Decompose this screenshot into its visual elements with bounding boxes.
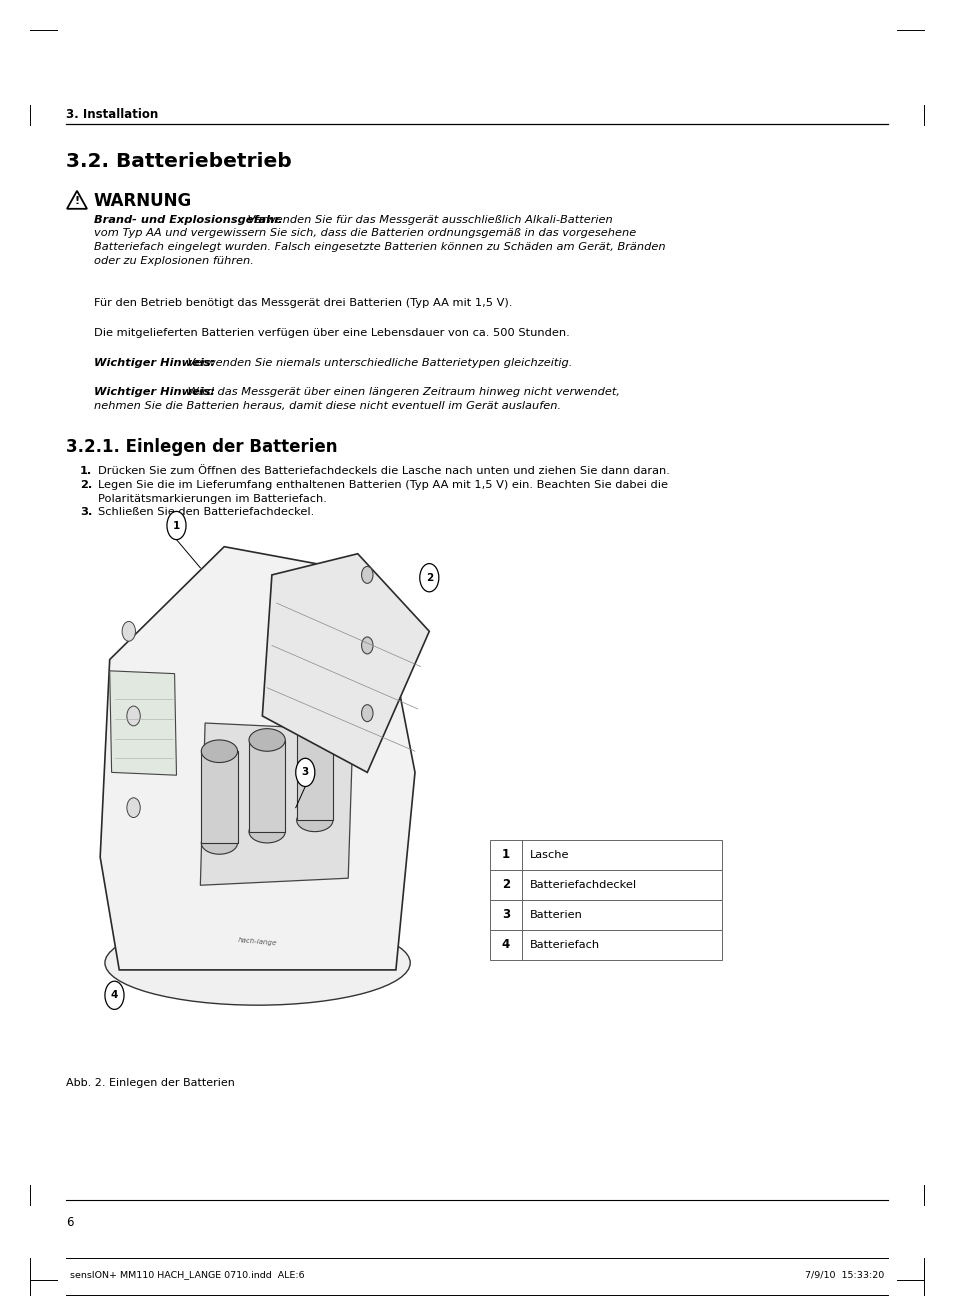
Circle shape xyxy=(167,511,186,540)
Text: hach-lange: hach-lange xyxy=(237,937,277,946)
Ellipse shape xyxy=(249,820,285,842)
Polygon shape xyxy=(200,723,353,886)
Text: 1: 1 xyxy=(501,849,510,862)
Text: 3.2. Batteriebetrieb: 3.2. Batteriebetrieb xyxy=(66,152,292,172)
Circle shape xyxy=(361,637,373,654)
Polygon shape xyxy=(201,751,237,842)
Text: Verwenden Sie niemals unterschiedliche Batterietypen gleichzeitig.: Verwenden Sie niemals unterschiedliche B… xyxy=(184,358,572,368)
Polygon shape xyxy=(262,554,429,773)
Text: 1.: 1. xyxy=(80,466,92,477)
Polygon shape xyxy=(100,546,415,969)
Text: 2: 2 xyxy=(501,879,510,892)
Bar xyxy=(490,870,721,900)
Circle shape xyxy=(419,563,438,592)
Text: Schließen Sie den Batteriefachdeckel.: Schließen Sie den Batteriefachdeckel. xyxy=(98,507,314,517)
Polygon shape xyxy=(249,740,285,832)
Text: Drücken Sie zum Öffnen des Batteriefachdeckels die Lasche nach unten und ziehen : Drücken Sie zum Öffnen des Batteriefachd… xyxy=(98,466,669,477)
Ellipse shape xyxy=(105,921,410,1005)
Text: 7/9/10  15:33:20: 7/9/10 15:33:20 xyxy=(804,1271,883,1280)
Text: Abb. 2. Einlegen der Batterien: Abb. 2. Einlegen der Batterien xyxy=(66,1078,234,1089)
Text: 3: 3 xyxy=(501,909,510,921)
Polygon shape xyxy=(296,728,333,820)
Bar xyxy=(490,840,721,870)
Circle shape xyxy=(361,705,373,722)
Text: Wichtiger Hinweis:: Wichtiger Hinweis: xyxy=(94,386,214,397)
Ellipse shape xyxy=(201,740,237,762)
Ellipse shape xyxy=(249,728,285,751)
Text: 3.: 3. xyxy=(80,507,92,517)
Text: 4: 4 xyxy=(111,990,118,1001)
Text: Wird das Messgerät über einen längeren Zeitraum hinweg nicht verwendet,: Wird das Messgerät über einen längeren Z… xyxy=(184,386,619,397)
Text: Batterien: Batterien xyxy=(530,910,582,920)
Text: 2: 2 xyxy=(425,572,433,583)
Circle shape xyxy=(127,706,140,726)
Text: sensION+ MM110 HACH_LANGE 0710.indd  ALE:6: sensION+ MM110 HACH_LANGE 0710.indd ALE:… xyxy=(70,1271,304,1280)
Text: 4: 4 xyxy=(501,938,510,951)
Text: Batteriefachdeckel: Batteriefachdeckel xyxy=(530,880,637,889)
Text: WARNUNG: WARNUNG xyxy=(94,193,193,210)
Text: Die mitgelieferten Batterien verfügen über eine Lebensdauer von ca. 500 Stunden.: Die mitgelieferten Batterien verfügen üb… xyxy=(94,328,569,338)
Text: 3. Installation: 3. Installation xyxy=(66,107,158,121)
Ellipse shape xyxy=(296,810,333,832)
Text: Verwenden Sie für das Messgerät ausschließlich Alkali-Batterien: Verwenden Sie für das Messgerät ausschli… xyxy=(244,215,612,225)
Circle shape xyxy=(127,798,140,817)
Text: vom Typ AA und vergewissern Sie sich, dass die Batterien ordnungsgemäß in das vo: vom Typ AA und vergewissern Sie sich, da… xyxy=(94,228,636,238)
Circle shape xyxy=(361,566,373,583)
Polygon shape xyxy=(110,671,176,776)
Circle shape xyxy=(295,758,314,786)
Text: !: ! xyxy=(74,195,79,206)
Text: 3: 3 xyxy=(301,768,309,777)
Text: Polaritätsmarkierungen im Batteriefach.: Polaritätsmarkierungen im Batteriefach. xyxy=(98,494,327,503)
Circle shape xyxy=(122,621,135,641)
Text: oder zu Explosionen führen.: oder zu Explosionen führen. xyxy=(94,255,253,266)
Text: Legen Sie die im Lieferumfang enthaltenen Batterien (Typ AA mit 1,5 V) ein. Beac: Legen Sie die im Lieferumfang enthaltene… xyxy=(98,479,667,490)
Text: Brand- und Explosionsgefahr.: Brand- und Explosionsgefahr. xyxy=(94,215,282,225)
Text: Batteriefach eingelegt wurden. Falsch eingesetzte Batterien können zu Schäden am: Batteriefach eingelegt wurden. Falsch ei… xyxy=(94,242,665,252)
Bar xyxy=(490,900,721,930)
Bar xyxy=(490,930,721,960)
Text: 1: 1 xyxy=(172,520,180,531)
Text: nehmen Sie die Batterien heraus, damit diese nicht eventuell im Gerät auslaufen.: nehmen Sie die Batterien heraus, damit d… xyxy=(94,401,560,410)
Text: Wichtiger Hinweis:: Wichtiger Hinweis: xyxy=(94,358,214,368)
Text: Batteriefach: Batteriefach xyxy=(530,941,599,950)
Ellipse shape xyxy=(296,718,333,740)
Text: 2.: 2. xyxy=(80,479,92,490)
Text: 6: 6 xyxy=(66,1216,73,1229)
Ellipse shape xyxy=(201,832,237,854)
Text: Für den Betrieb benötigt das Messgerät drei Batterien (Typ AA mit 1,5 V).: Für den Betrieb benötigt das Messgerät d… xyxy=(94,299,512,308)
Text: Lasche: Lasche xyxy=(530,850,569,859)
Text: 3.2.1. Einlegen der Batterien: 3.2.1. Einlegen der Batterien xyxy=(66,439,337,456)
Circle shape xyxy=(105,981,124,1010)
